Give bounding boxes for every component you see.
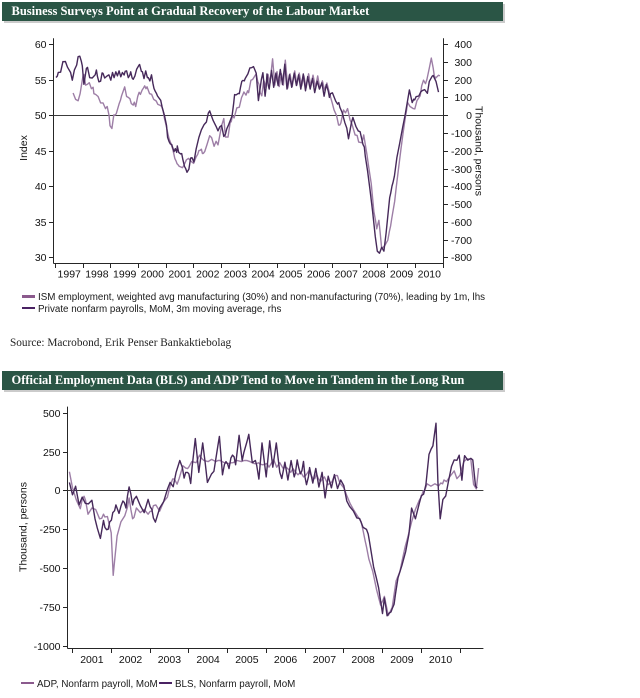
svg-text:2004: 2004 (251, 269, 275, 281)
svg-text:250: 250 (43, 447, 61, 459)
svg-text:2006: 2006 (274, 654, 298, 666)
svg-text:2007: 2007 (335, 269, 359, 281)
svg-text:1997: 1997 (58, 269, 82, 281)
svg-text:500: 500 (43, 408, 61, 420)
svg-text:2003: 2003 (224, 269, 248, 281)
svg-text:0: 0 (466, 110, 472, 122)
svg-text:2008: 2008 (351, 654, 375, 666)
svg-text:0: 0 (55, 485, 61, 497)
svg-text:30: 30 (35, 252, 47, 264)
svg-text:2005: 2005 (235, 654, 259, 666)
svg-text:-600: -600 (451, 217, 472, 229)
svg-text:2005: 2005 (279, 269, 303, 281)
svg-text:2002: 2002 (196, 269, 220, 281)
svg-text:40: 40 (35, 181, 47, 193)
svg-text:2004: 2004 (196, 654, 220, 666)
svg-text:100: 100 (454, 92, 472, 104)
svg-text:55: 55 (35, 75, 47, 87)
svg-text:Thousand, persons: Thousand, persons (473, 106, 485, 196)
svg-text:1999: 1999 (113, 269, 137, 281)
svg-text:-500: -500 (39, 563, 60, 575)
svg-text:2008: 2008 (362, 269, 386, 281)
svg-text:2001: 2001 (168, 269, 192, 281)
svg-text:1998: 1998 (85, 269, 109, 281)
svg-text:Thousand, persons: Thousand, persons (18, 482, 30, 572)
svg-text:2003: 2003 (158, 654, 182, 666)
svg-text:Index: Index (18, 134, 30, 160)
svg-text:35: 35 (35, 217, 47, 229)
svg-text:50: 50 (35, 110, 47, 122)
svg-text:45: 45 (35, 146, 47, 158)
svg-text:2010: 2010 (429, 654, 453, 666)
svg-text:-800: -800 (451, 252, 472, 264)
svg-text:-1000: -1000 (34, 641, 61, 653)
svg-text:2001: 2001 (80, 654, 104, 666)
svg-text:-200: -200 (451, 146, 472, 158)
svg-text:2000: 2000 (141, 269, 165, 281)
svg-text:2002: 2002 (119, 654, 143, 666)
svg-text:2010: 2010 (418, 269, 442, 281)
svg-text:-300: -300 (451, 164, 472, 176)
svg-text:-700: -700 (451, 235, 472, 247)
svg-text:2009: 2009 (390, 269, 414, 281)
svg-text:-750: -750 (39, 602, 60, 614)
svg-text:60: 60 (35, 39, 47, 51)
svg-text:-250: -250 (39, 524, 60, 536)
svg-text:-100: -100 (451, 128, 472, 140)
svg-text:2006: 2006 (307, 269, 331, 281)
svg-text:-500: -500 (451, 199, 472, 211)
svg-text:300: 300 (454, 57, 472, 69)
svg-text:2009: 2009 (390, 654, 414, 666)
svg-text:400: 400 (454, 39, 472, 51)
svg-text:2007: 2007 (313, 654, 337, 666)
svg-text:200: 200 (454, 75, 472, 87)
svg-text:-400: -400 (451, 181, 472, 193)
